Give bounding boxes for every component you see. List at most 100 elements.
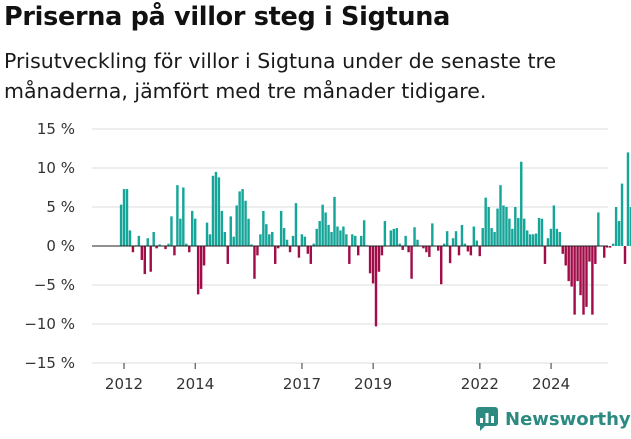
bar: [327, 224, 330, 246]
bar: [460, 224, 464, 246]
bar: [431, 223, 434, 246]
bar: [226, 246, 229, 264]
bar: [294, 203, 298, 246]
bar: [472, 226, 476, 246]
bar: [274, 246, 277, 264]
bar: [351, 234, 354, 246]
bar: [549, 228, 553, 246]
bar: [558, 231, 562, 246]
bar: [188, 246, 191, 253]
bar: [345, 234, 348, 246]
bar: [250, 244, 253, 246]
bar: [288, 246, 292, 253]
bar: [597, 212, 600, 246]
bar: [383, 221, 387, 246]
bar: [359, 235, 363, 246]
bar: [128, 230, 132, 246]
y-tick-label: 10 %: [37, 159, 75, 177]
y-tick-label: 5 %: [46, 198, 75, 216]
x-tick-label: 2019: [354, 375, 392, 393]
bar: [469, 246, 473, 256]
bar: [407, 246, 410, 253]
bar: [543, 246, 547, 264]
bar: [413, 227, 416, 246]
bar: [617, 221, 621, 246]
bar: [496, 208, 499, 246]
bar: [119, 204, 123, 246]
bar: [362, 220, 366, 246]
bar: [143, 246, 146, 275]
bar: [300, 234, 304, 246]
bar: [170, 216, 173, 246]
bar: [377, 246, 381, 272]
bar: [525, 230, 529, 246]
bar: [623, 246, 627, 264]
bar: [336, 226, 339, 246]
bar: [256, 246, 259, 256]
bar: [276, 246, 280, 249]
bar: [149, 246, 152, 272]
bar: [185, 243, 188, 246]
bar: [502, 205, 505, 246]
bar: [401, 246, 404, 250]
bar: [152, 231, 155, 246]
bar: [354, 235, 357, 246]
bar: [520, 161, 523, 246]
y-tick-label: −10 %: [24, 315, 75, 333]
chart-title: Priserna på villor steg i Sigtuna: [4, 2, 451, 32]
bar: [368, 246, 372, 274]
bar: [196, 246, 200, 295]
brand[interactable]: Newsworthy: [475, 406, 631, 432]
bar: [306, 246, 310, 254]
bar: [253, 246, 256, 279]
bar: [125, 189, 129, 246]
bar: [158, 244, 161, 246]
bar: [487, 207, 490, 246]
bar: [629, 207, 631, 246]
bar: [466, 246, 470, 252]
bar: [330, 231, 333, 246]
bar: [481, 228, 484, 246]
bar: [380, 246, 384, 256]
bar: [493, 231, 496, 246]
bar: [244, 200, 247, 246]
bar: [588, 246, 591, 262]
bar: [223, 231, 227, 246]
bar: [594, 246, 597, 264]
bar: [540, 218, 544, 246]
bar: [398, 243, 401, 246]
bar: [404, 235, 407, 246]
bar: [499, 185, 502, 246]
bar: [202, 246, 206, 266]
y-tick-label: −5 %: [34, 276, 75, 294]
bar: [282, 228, 286, 246]
bar: [271, 231, 274, 246]
bar: [232, 236, 235, 246]
x-tick-label: 2022: [461, 375, 499, 393]
bar: [523, 218, 526, 246]
bar: [262, 210, 265, 246]
bar: [425, 246, 428, 253]
bar: [146, 238, 149, 246]
bar: [555, 228, 559, 246]
bar: [448, 246, 452, 264]
bar: [164, 246, 167, 250]
x-tick-label: 2014: [176, 375, 214, 393]
bar: [122, 189, 126, 246]
bar: [392, 228, 396, 246]
bar: [371, 246, 375, 284]
bar: [176, 185, 179, 246]
newsworthy-logo-icon: [476, 407, 498, 431]
bar: [312, 243, 315, 246]
bar: [318, 221, 321, 246]
bar: [211, 175, 215, 246]
bar: [268, 234, 271, 246]
bar: [238, 191, 241, 246]
bar: [528, 234, 532, 246]
bar: [537, 217, 541, 246]
bar: [179, 218, 182, 246]
bar: [265, 224, 268, 246]
bar: [342, 226, 345, 246]
bar: [416, 239, 419, 246]
x-tick-label: 2012: [105, 375, 143, 393]
